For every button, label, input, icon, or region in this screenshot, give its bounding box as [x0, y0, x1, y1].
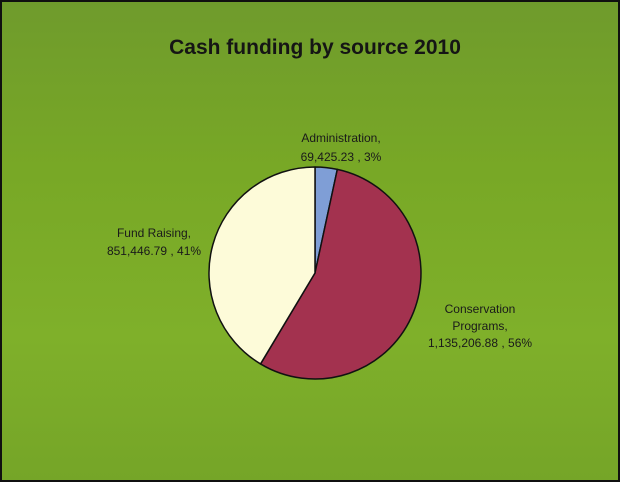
pie-slice-conservation-programs [259, 168, 422, 380]
label-fund-raising-value: 851,446.79 , 41% [107, 244, 201, 258]
label-conservation-name-2: Programs, [452, 319, 507, 333]
pie-slices [208, 166, 422, 380]
label-administration-value: 69,425.23 , 3% [301, 150, 382, 164]
label-fund-raising-name: Fund Raising, [117, 226, 191, 240]
pie-slice-fund-raising [208, 166, 316, 365]
chart-title: Cash funding by source 2010 [169, 36, 461, 59]
label-conservation-value: 1,135,206.88 , 56% [428, 336, 532, 350]
label-administration-name: Administration, [301, 131, 380, 145]
label-conservation-name: Conservation [445, 302, 516, 316]
